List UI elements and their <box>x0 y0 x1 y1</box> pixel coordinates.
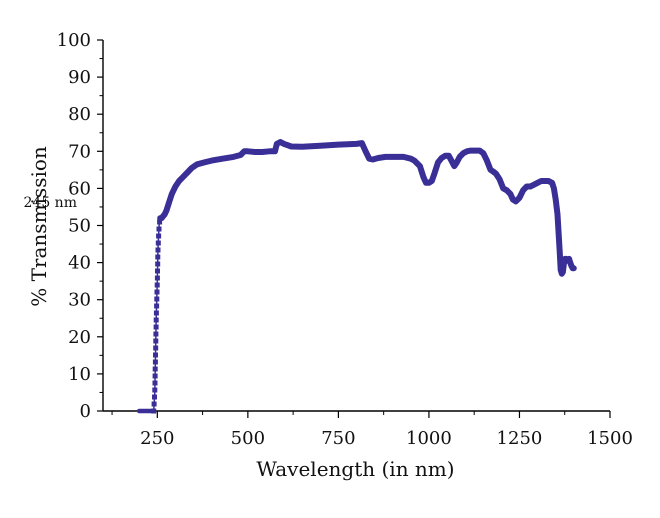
y-tick-label: 100 <box>57 30 91 51</box>
y-tick-label: 90 <box>68 67 91 88</box>
edge-marker <box>153 352 158 358</box>
y-tick-label: 50 <box>68 216 91 237</box>
x-tick-label: 500 <box>231 428 265 449</box>
edge-marker <box>152 387 158 393</box>
edge-marker <box>155 240 161 246</box>
y-tick-label: 40 <box>68 253 91 274</box>
edge-marker <box>152 366 158 372</box>
y-tick-label: 20 <box>68 327 91 348</box>
edge-marker <box>157 219 163 225</box>
edge-marker <box>153 324 159 330</box>
x-tick-label: 1250 <box>497 428 543 449</box>
y-tick-label: 0 <box>80 401 91 422</box>
edge-marker <box>154 282 160 288</box>
x-tick-label: 1000 <box>406 428 452 449</box>
edge-marker <box>154 303 160 309</box>
y-tick-label: 30 <box>68 290 91 311</box>
edge-marker <box>155 254 161 260</box>
y-tick-label: 10 <box>68 364 91 385</box>
x-tick-label: 250 <box>140 428 174 449</box>
y-axis-title: % Transmission <box>27 146 51 307</box>
edge-marker <box>153 338 159 344</box>
edge-marker <box>155 261 161 267</box>
edge-marker <box>153 317 159 323</box>
x-tick-label: 1500 <box>587 428 633 449</box>
edge-marker <box>154 289 160 295</box>
edge-marker <box>152 373 158 379</box>
y-tick-label: 80 <box>68 104 91 125</box>
edge-marker <box>152 380 158 386</box>
annotation-245nm: 245 nm <box>24 195 77 211</box>
edge-marker <box>154 296 160 302</box>
edge-marker <box>156 226 162 232</box>
edge-marker <box>153 310 159 316</box>
edge-marker <box>153 331 159 337</box>
y-axis-ticks: 0 10 20 30 40 50 60 70 80 90 100 <box>57 30 103 422</box>
y-tick-label: 70 <box>68 141 91 162</box>
edge-marker <box>152 394 157 400</box>
axes <box>102 40 610 412</box>
series-line <box>157 139 577 277</box>
x-tick-label: 750 <box>321 428 355 449</box>
y-tick-label: 60 <box>68 178 91 199</box>
edge-marker <box>156 233 162 239</box>
edge-marker <box>155 268 160 274</box>
x-axis-title: Wavelength (in nm) <box>256 457 454 481</box>
edge-marker <box>153 345 159 351</box>
edge-marker <box>152 359 158 365</box>
x-axis-ticks: 250 500 750 1000 1250 1500 <box>111 411 633 449</box>
edge-marker <box>155 247 161 253</box>
series-layer <box>136 139 577 414</box>
edge-marker <box>151 408 157 414</box>
edge-marker <box>151 401 157 407</box>
edge-marker <box>154 275 160 281</box>
